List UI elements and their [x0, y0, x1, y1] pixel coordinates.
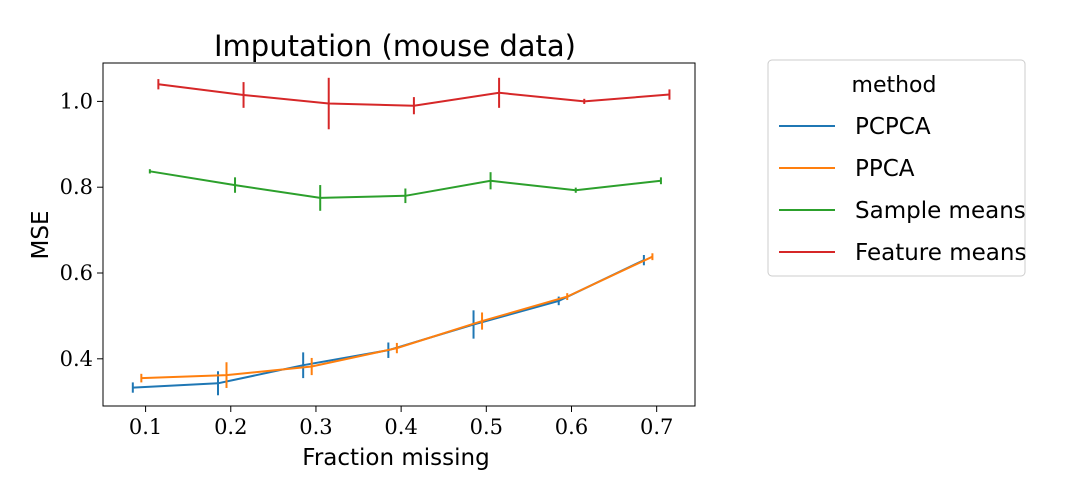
plot-area: 0.1 0.2 0.3 0.4 0.5 0.6 0.7 0.4 0.6 0.8 1.0 — [60, 62, 696, 439]
x-tick-label: 0.1 — [129, 415, 162, 439]
legend-title: method — [852, 73, 937, 98]
y-tick-label: 0.6 — [60, 261, 93, 285]
legend-label: PCPCA — [855, 114, 931, 140]
legend-box — [767, 59, 1026, 277]
plot-frame — [102, 62, 696, 407]
legend-item: Sample means — [779, 198, 1026, 224]
series-line — [132, 259, 645, 389]
series-layer — [131, 77, 671, 396]
x-tick-label: 0.5 — [470, 415, 503, 439]
legend-item: PPCA — [779, 156, 915, 182]
legend-items: PCPCA PPCA Sample means Feature means — [779, 114, 1026, 266]
series-1 — [140, 253, 654, 388]
x-axis: 0.1 0.2 0.3 0.4 0.5 0.6 0.7 — [129, 406, 673, 439]
y-axis-label: MSE — [28, 211, 54, 260]
legend-label: Sample means — [855, 198, 1026, 224]
series-3 — [157, 77, 671, 130]
series-2 — [148, 169, 662, 211]
legend-item: PCPCA — [779, 114, 931, 140]
y-tick-label: 0.4 — [60, 347, 93, 371]
x-tick-label: 0.7 — [640, 415, 673, 439]
legend-label: Feature means — [855, 240, 1026, 266]
y-tick-label: 0.8 — [60, 175, 93, 199]
x-tick-label: 0.4 — [384, 415, 417, 439]
legend-label: PPCA — [855, 156, 915, 182]
y-axis: 0.4 0.6 0.8 1.0 — [60, 89, 103, 371]
chart-title: Imputation (mouse data) — [214, 29, 576, 63]
x-tick-label: 0.3 — [299, 415, 332, 439]
series-line — [141, 255, 653, 380]
x-tick-label: 0.6 — [555, 415, 588, 439]
legend-item: Feature means — [779, 240, 1026, 266]
x-axis-label: Fraction missing — [302, 445, 489, 471]
series-0 — [131, 254, 645, 396]
x-tick-label: 0.2 — [214, 415, 247, 439]
legend: method PCPCA PPCA Sample means Feature mean… — [767, 59, 1026, 277]
y-tick-label: 1.0 — [60, 89, 93, 113]
